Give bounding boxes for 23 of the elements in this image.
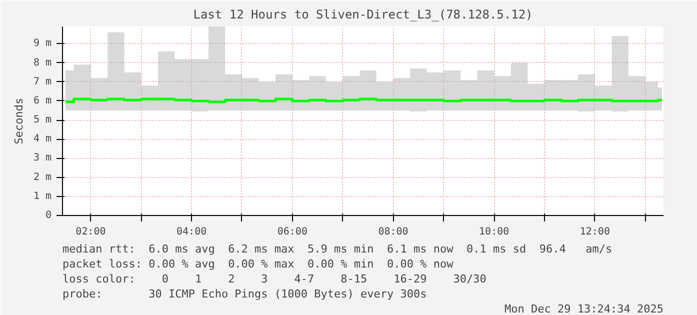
y-axis-title: Seconds [12, 98, 26, 144]
text: Mon Dec 29 13:24:34 2025 [504, 302, 664, 315]
y-tick-label: 9 m [33, 38, 52, 50]
y-tick-label: 1 m [33, 190, 52, 202]
y-tick-label: 8 m [33, 57, 52, 68]
y-tick-label: 5 m [33, 114, 52, 126]
x-tick-label: 10:00 [479, 226, 510, 238]
y-tick-label: 0 [45, 210, 52, 221]
y-tick-label: 6 m [33, 95, 52, 106]
x-tick-label: 02:00 [76, 226, 106, 238]
x-tick-label: 08:00 [378, 226, 408, 238]
y-tick-label: 7 m [33, 76, 52, 88]
text: median rtt: 6.0 ms avg 6.2 ms max 5.9 ms min 6.1 ms now 0.1 ms sd 96.4 am/s [62, 242, 612, 256]
x-tick-label: 06:00 [277, 226, 308, 238]
text: loss color: 0 1 2 3 4-7 8-15 16-29 30/30 [62, 272, 486, 286]
x-tick-label: 04:00 [176, 226, 207, 238]
chart-title: Last 12 Hours to Sliven-Direct_L3_(78.128.5.12) [193, 8, 533, 22]
text: packet loss: 0.00 % avg 0.00 % max 0.00 % min 0.00 % now [62, 258, 454, 270]
y-tick-label: 3 m [33, 152, 52, 164]
y-tick-label: 4 m [33, 134, 52, 145]
text: probe: 30 ICMP Echo Pings (1000 Bytes) every 300s [62, 288, 427, 300]
y-tick-label: 2 m [33, 172, 52, 183]
x-tick-label: 12:00 [580, 226, 610, 238]
